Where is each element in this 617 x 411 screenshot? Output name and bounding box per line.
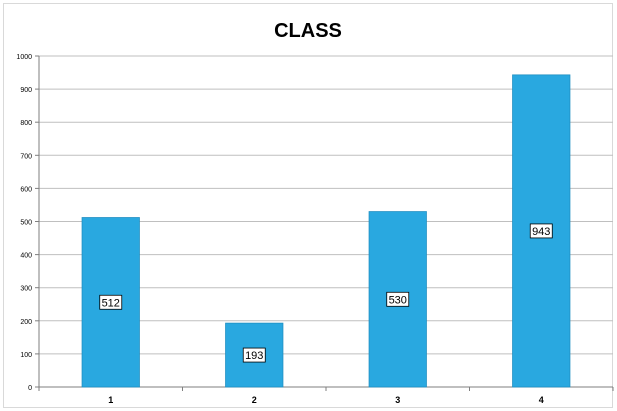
data-label-box bbox=[242, 347, 266, 363]
y-tick-label: 100 bbox=[20, 352, 32, 359]
x-tick-label: 1 bbox=[108, 395, 113, 405]
y-tick-label: 600 bbox=[20, 186, 32, 193]
y-tick-label: 500 bbox=[20, 220, 32, 227]
y-tick-label: 700 bbox=[20, 153, 32, 160]
data-label: 943 bbox=[532, 226, 550, 238]
chart-title: CLASS bbox=[274, 20, 342, 42]
y-tick-label: 0 bbox=[28, 385, 32, 392]
data-label: 512 bbox=[102, 297, 120, 309]
x-tick-label: 4 bbox=[539, 395, 544, 405]
y-tick-label: 300 bbox=[20, 286, 32, 293]
y-tick-label: 800 bbox=[20, 120, 32, 127]
y-tick-label: 1000 bbox=[16, 54, 32, 61]
x-tick-label: 3 bbox=[395, 395, 400, 405]
x-tick-label: 2 bbox=[252, 395, 257, 405]
y-tick-label: 200 bbox=[20, 319, 32, 326]
data-label-box bbox=[529, 223, 553, 239]
data-label-box bbox=[99, 294, 123, 310]
data-label: 530 bbox=[389, 294, 407, 306]
data-label: 193 bbox=[245, 350, 263, 362]
y-tick-label: 900 bbox=[20, 87, 32, 94]
data-label-box bbox=[386, 291, 410, 307]
y-tick-label: 400 bbox=[20, 253, 32, 260]
